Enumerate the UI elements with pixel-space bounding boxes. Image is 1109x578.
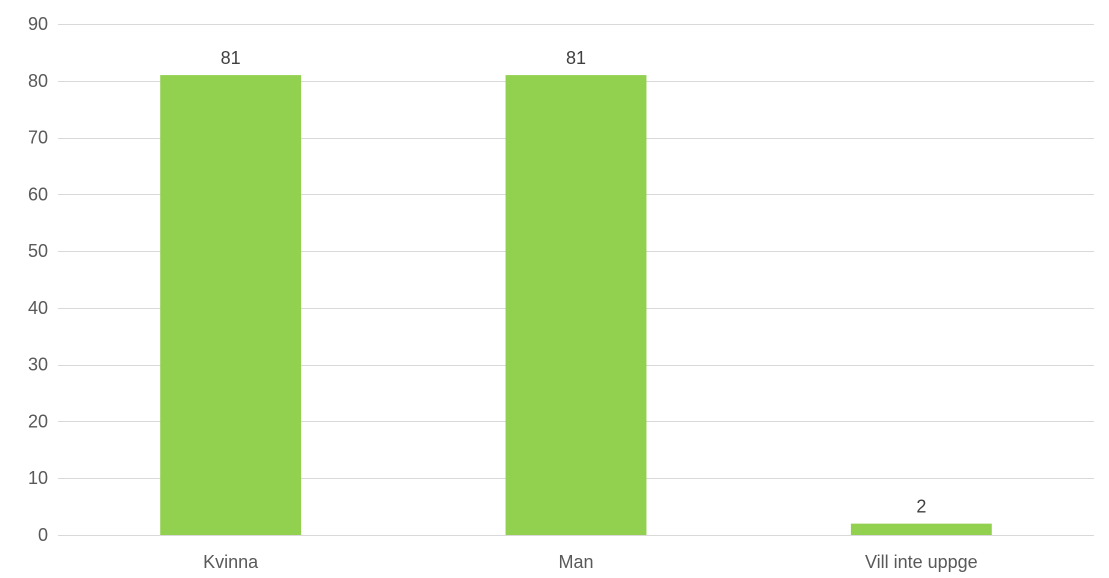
x-category-label: Man [558,552,593,572]
bar-data-label: 81 [566,48,586,68]
x-category-label: Vill inte uppge [865,552,978,572]
x-category-label: Kvinna [203,552,259,572]
y-tick-label: 80 [28,71,48,91]
y-axis-tick-labels: 0 10 20 30 40 50 60 70 80 90 [28,14,48,545]
data-labels: 81 81 2 [221,48,927,517]
bar [160,75,302,535]
x-axis-category-labels: Kvinna Man Vill inte uppge [203,552,978,572]
y-tick-label: 20 [28,411,48,431]
y-tick-label: 70 [28,128,48,148]
y-tick-label: 50 [28,241,48,261]
bar-data-label: 81 [221,48,241,68]
y-tick-label: 10 [28,468,48,488]
bars [160,75,992,535]
bar [850,523,992,535]
y-tick-label: 40 [28,298,48,318]
y-tick-label: 60 [28,184,48,204]
bar-data-label: 2 [916,497,926,517]
y-tick-label: 30 [28,355,48,375]
y-tick-label: 0 [38,525,48,545]
bar [505,75,647,535]
y-tick-label: 90 [28,14,48,34]
